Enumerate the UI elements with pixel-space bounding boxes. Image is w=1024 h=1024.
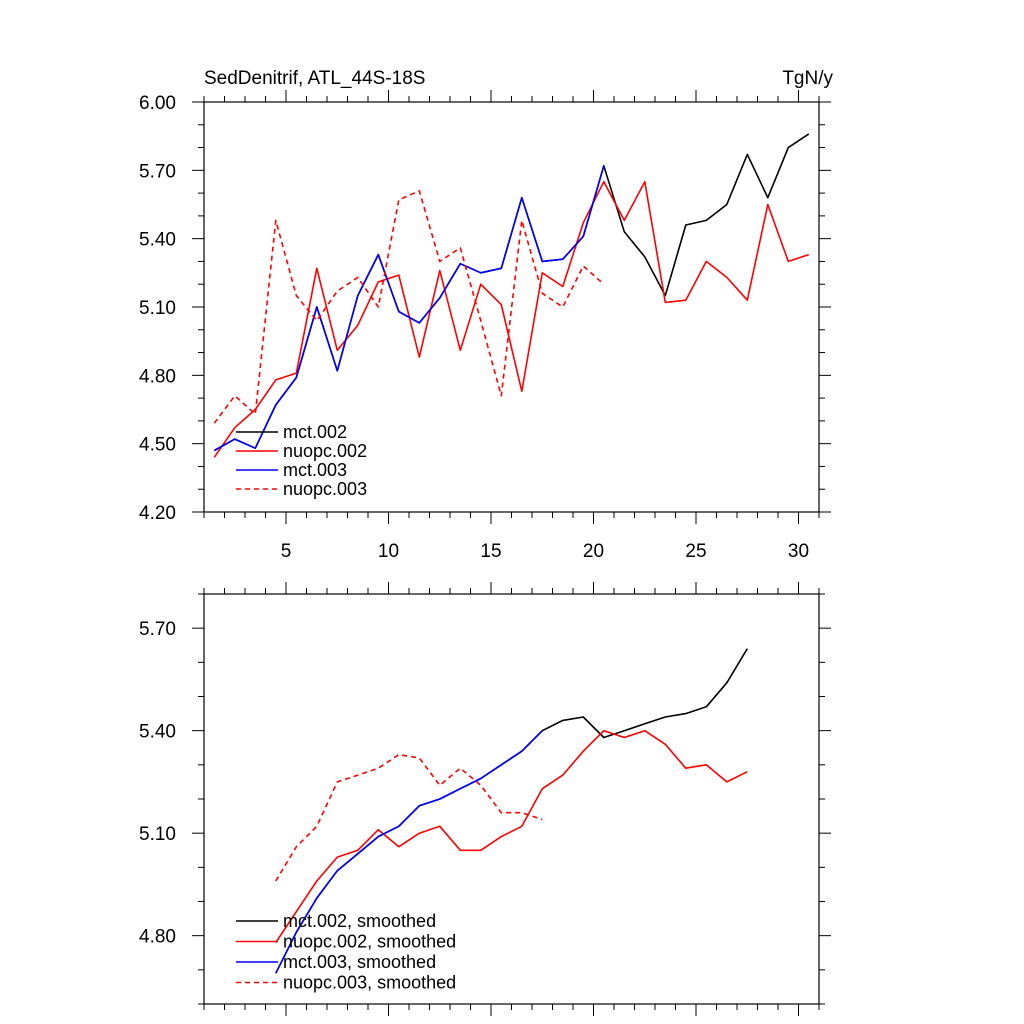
legend-label: nuopc.002, smoothed <box>283 932 456 952</box>
chart-title: SedDenitrif, ATL_44S-18S <box>204 68 425 89</box>
x-tick-label: 15 <box>480 541 501 562</box>
series-line-3 <box>213 165 605 452</box>
y-tick-label: 5.10 <box>139 298 176 319</box>
y-tick-label: 4.80 <box>139 366 176 387</box>
y-tick-label: 5.70 <box>139 619 176 640</box>
x-tick-label: 25 <box>685 541 706 562</box>
y-tick-label: 6.00 <box>139 93 176 114</box>
series-line-1 <box>213 133 810 452</box>
series-line-3 <box>275 730 543 974</box>
y-tick-label: 4.80 <box>139 927 176 948</box>
legend-label: mct.002 <box>283 422 347 442</box>
x-tick-label: 30 <box>788 541 809 562</box>
legend-label: nuopc.002 <box>283 441 367 461</box>
x-tick-label: 20 <box>583 541 604 562</box>
legend-label: nuopc.003 <box>283 479 367 499</box>
legend-label: mct.003, smoothed <box>283 952 436 972</box>
x-tick-label: 5 <box>281 541 292 562</box>
y-tick-label: 5.40 <box>139 722 176 743</box>
y-tick-label: 5.40 <box>139 230 176 251</box>
series-line-4 <box>213 190 605 424</box>
chart-panel-1: 5 10 15 20 25 30 4.20 4.50 4.80 5.10 5.40 5.70 6.00 m… <box>139 90 831 562</box>
x-tick-label: 10 <box>378 541 399 562</box>
series-line-2 <box>213 180 810 458</box>
legend-label: mct.003 <box>283 460 347 480</box>
legend-label: nuopc.003, smoothed <box>283 973 456 993</box>
series-line-2 <box>275 729 748 943</box>
units-label: TgN/y <box>782 68 833 89</box>
y-tick-label: 5.10 <box>139 824 176 845</box>
y-tick-label: 5.70 <box>139 161 176 182</box>
legend-label: mct.002, smoothed <box>283 911 436 931</box>
series-line-4 <box>275 753 543 882</box>
y-tick-label: 4.20 <box>139 503 176 524</box>
y-tick-label: 4.50 <box>139 435 176 456</box>
